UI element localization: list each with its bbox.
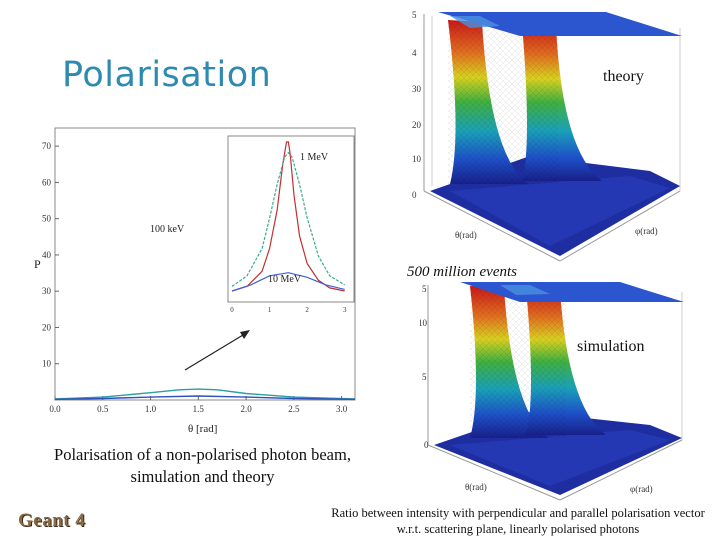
theory-phi-axis: φ(rad) xyxy=(635,226,658,236)
simulation-z-tick: 10 xyxy=(420,318,428,328)
theory-surface: 5 4 30 20 10 0 θ(rad) φ(rad) xyxy=(412,10,682,262)
theory-z-tick: 5 xyxy=(412,10,417,20)
y-tick-label: 60 xyxy=(42,177,52,187)
inset-x-tick-label: 1 xyxy=(268,306,272,314)
events-label: 500 million events xyxy=(407,264,517,280)
y-tick-label: 70 xyxy=(42,141,52,151)
theory-label: theory xyxy=(603,68,644,85)
theory-z-tick: 20 xyxy=(412,120,422,130)
inset-x-tick-label: 3 xyxy=(343,306,347,314)
simulation-phi-axis: φ(rad) xyxy=(630,484,653,494)
theory-top-plane xyxy=(438,12,682,36)
annotation-1mev: 1 MeV xyxy=(300,152,329,163)
x-tick-label: 2.5 xyxy=(288,404,300,414)
inset-series-1-mev xyxy=(231,151,346,287)
inset-series-10-mev xyxy=(231,272,345,292)
x-axis-label: θ [rad] xyxy=(188,423,217,435)
theory-z-tick: 0 xyxy=(412,190,417,200)
simulation-label: simulation xyxy=(577,338,645,355)
geant4-logo: Geant 4 xyxy=(18,510,86,531)
x-tick-label: 0.0 xyxy=(49,404,61,414)
inset-series-100-kev xyxy=(231,141,345,292)
simulation-z-tick: 5 xyxy=(422,284,427,294)
theory-z-tick: 10 xyxy=(412,154,422,164)
y-tick-label: 10 xyxy=(42,359,52,369)
series-line-1-mev xyxy=(54,388,356,400)
slide-title: Polarisation xyxy=(62,55,272,95)
y-axis-label: P xyxy=(34,257,41,271)
simulation-surface: 5 10 5 0 θ(rad) φ(rad) xyxy=(420,282,684,501)
theory-z-tick: 30 xyxy=(412,84,422,94)
x-tick-label: 1.0 xyxy=(145,404,157,414)
inset-x-tick-label: 0 xyxy=(230,306,234,314)
ratio-caption: Ratio between intensity with perpendicul… xyxy=(331,506,705,536)
polarisation-chart: 10 20 30 40 50 60 70 0.0 0.5 1.0 1.5 2.0 2.5 3.0 0 1 2… xyxy=(0,120,356,435)
series-line-10-mev xyxy=(54,395,356,400)
x-tick-label: 0.5 xyxy=(97,404,109,414)
annotation-10mev: 10 MeV xyxy=(268,274,302,285)
annotation-100kev: 100 keV xyxy=(150,224,185,235)
inset-arrow-head xyxy=(240,330,250,339)
figure-caption: Polarisation of a non-polarised photon b… xyxy=(54,445,351,486)
theory-theta-axis: θ(rad) xyxy=(455,230,477,240)
y-tick-label: 30 xyxy=(42,286,52,296)
simulation-z-tick: 5 xyxy=(422,372,427,382)
chart-frame xyxy=(54,127,356,401)
theory-z-tick: 4 xyxy=(412,48,417,58)
y-tick-label: 40 xyxy=(42,250,52,260)
simulation-theta-axis: θ(rad) xyxy=(465,482,487,492)
x-tick-label: 3.0 xyxy=(336,404,348,414)
y-tick-label: 50 xyxy=(42,214,52,224)
inset-arrow xyxy=(184,331,249,371)
inset-x-tick-label: 2 xyxy=(305,306,309,314)
x-tick-label: 1.5 xyxy=(193,404,205,414)
y-tick-label: 20 xyxy=(42,322,52,332)
simulation-z-tick: 0 xyxy=(424,440,429,450)
x-tick-label: 2.0 xyxy=(240,404,252,414)
